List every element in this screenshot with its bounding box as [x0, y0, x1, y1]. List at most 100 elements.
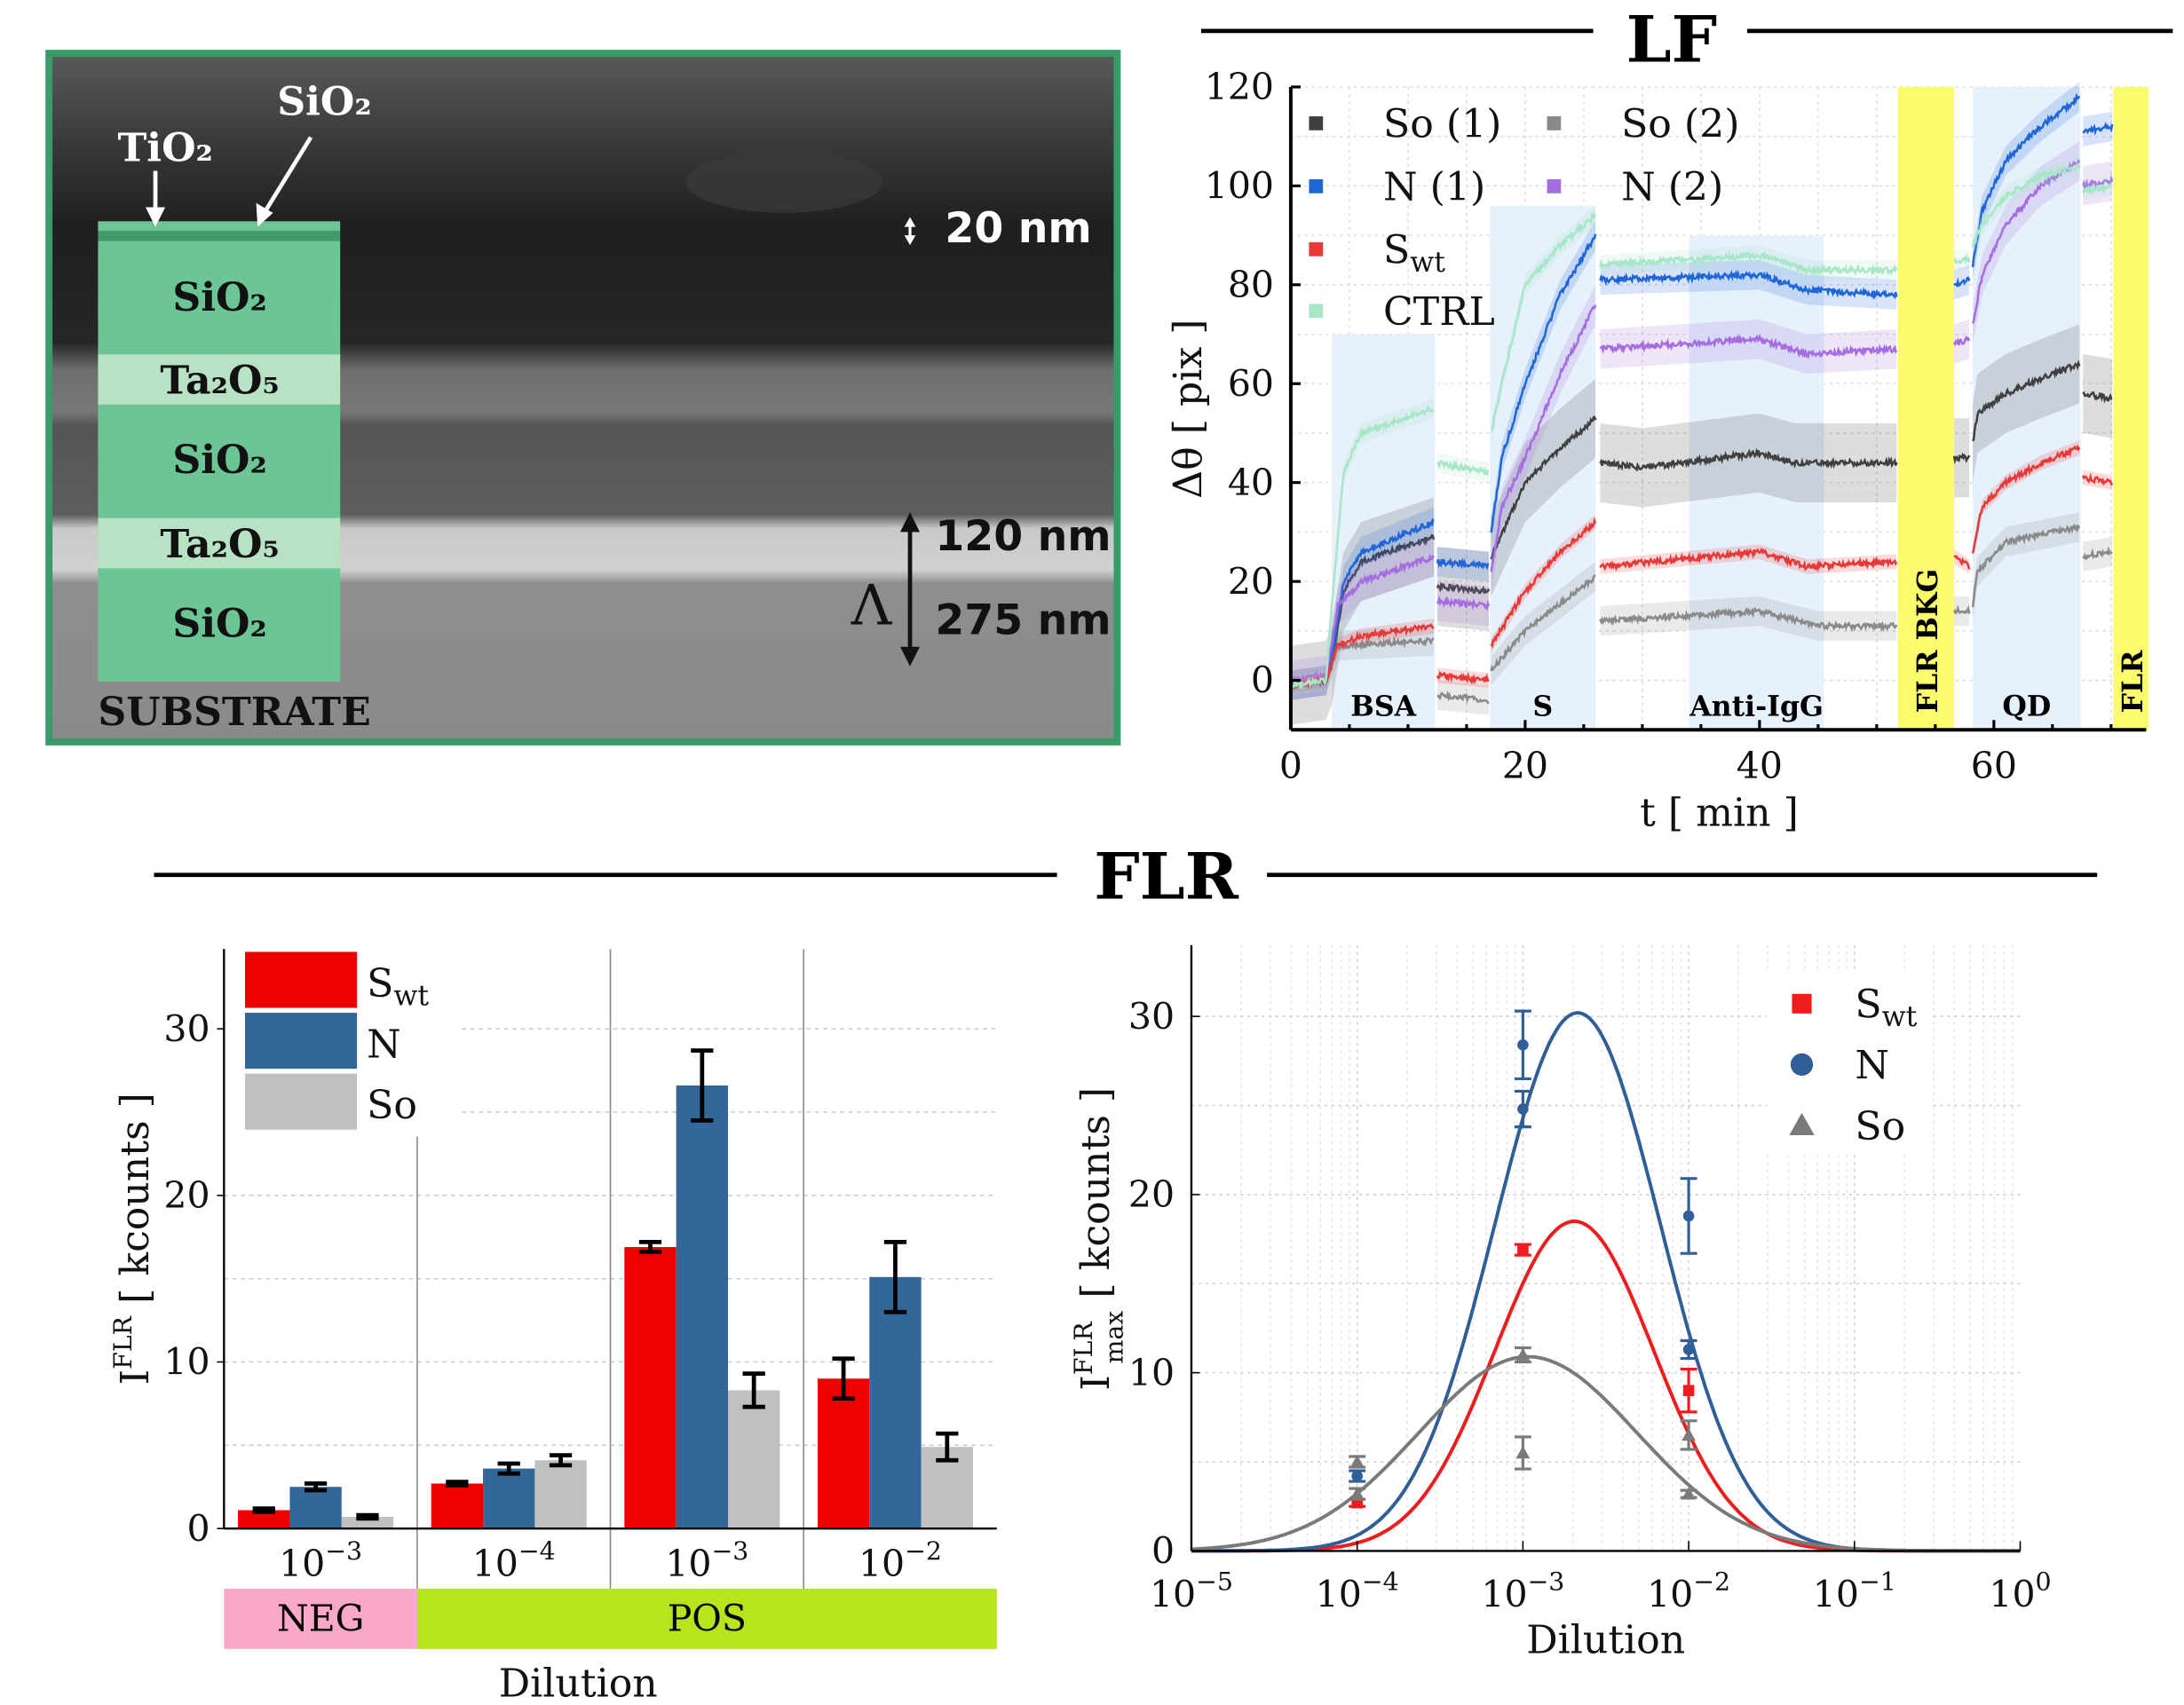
label-text: CTRL	[1383, 289, 1495, 335]
tick-base: 10	[665, 1543, 711, 1585]
series-line	[1436, 595, 1491, 612]
legend-item: N (1)	[1309, 165, 1485, 210]
series-line	[1971, 359, 2081, 442]
lf-header: LF	[1201, 3, 2173, 78]
y-axis-label: IFLR [ kcounts ]	[108, 1093, 158, 1385]
y-tick-label: 30	[1128, 995, 1175, 1038]
series-line	[1599, 606, 1898, 633]
layer-label: SiO₂	[172, 602, 266, 647]
legend-item: So (1)	[1309, 102, 1501, 147]
legend-label: So	[1855, 1104, 1905, 1149]
group-label: POS	[668, 1597, 747, 1639]
series-so-2-	[1290, 512, 2113, 715]
region-label: BSA	[1350, 690, 1416, 722]
legend-label: Swt	[1855, 983, 1917, 1033]
x-tick-label: 10−5	[1150, 1567, 1233, 1616]
tick-exponent: −3	[325, 1536, 362, 1566]
confidence-band	[1491, 378, 1596, 596]
bar	[238, 1510, 290, 1529]
x-tick-label: 10−3	[665, 1536, 748, 1585]
legend-marker	[1547, 116, 1562, 130]
ta2o5-thickness: 120 nm	[935, 512, 1111, 561]
sem-panel: SiO₂ Ta₂O₅ SiO₂ Ta₂O₅ SiO₂ SUBSTRATE TiO…	[45, 50, 1121, 746]
confidence-band	[1600, 319, 1897, 375]
y-tick-label: 20	[1228, 560, 1274, 603]
tick-base: 10	[859, 1543, 905, 1585]
series-line	[1952, 604, 1971, 615]
series-line	[2082, 122, 2114, 137]
series-line	[1971, 92, 2081, 267]
legend-label: So (2)	[1621, 102, 1739, 147]
tick-base: 10	[1813, 1573, 1859, 1615]
legend-marker	[1309, 179, 1324, 193]
tick-exponent: 0	[2036, 1567, 2052, 1597]
legend-label: N	[367, 1022, 401, 1068]
layer-label: Ta₂O₅	[160, 522, 279, 567]
period-symbol: Λ	[851, 572, 893, 637]
label-subscript: wt	[393, 980, 429, 1012]
arrow-icon	[146, 136, 313, 227]
layer-label: SiO₂	[172, 438, 266, 483]
series-line	[1599, 269, 1898, 300]
layer-sio2-1	[98, 241, 341, 355]
x-tick-label: 40	[1737, 745, 1783, 787]
confidence-band	[1973, 512, 2080, 621]
tick-exponent: −4	[1362, 1567, 1399, 1597]
series-line	[1971, 162, 2081, 248]
legend-item: So	[1789, 1104, 1905, 1149]
legend-item: So	[244, 1073, 417, 1130]
group-band-neg	[224, 1588, 417, 1649]
series-line	[2081, 472, 2114, 486]
legend-marker	[1309, 241, 1324, 257]
confidence-band	[1491, 284, 1596, 592]
region-label: FLR BKG	[1911, 569, 1944, 714]
group-label: NEG	[277, 1597, 365, 1639]
bar	[483, 1468, 535, 1529]
region-label: QD	[2002, 690, 2051, 722]
series-line	[2082, 545, 2113, 561]
data-point	[1682, 1428, 1696, 1441]
series-swt	[1191, 1220, 2021, 1553]
series-line	[1490, 415, 1597, 560]
bar	[431, 1483, 484, 1529]
label-subscript: wt	[1882, 1001, 1918, 1033]
label-text: So	[367, 1083, 417, 1128]
error-bar	[883, 1240, 907, 1314]
y-tick-label: 40	[1228, 462, 1274, 504]
data-point	[1351, 1470, 1363, 1482]
group-band-pos	[416, 1588, 997, 1649]
region-label: Anti-IgG	[1689, 690, 1824, 722]
label-text: N (2)	[1621, 165, 1723, 210]
series-line	[1289, 553, 1435, 686]
series-line	[1599, 250, 1898, 278]
label-text: N	[367, 1022, 401, 1068]
series-line	[1599, 447, 1898, 472]
tick-base: 10	[1989, 1573, 2035, 1615]
data-point	[1349, 1487, 1365, 1500]
legend-marker	[1309, 116, 1324, 130]
data-point	[1517, 1103, 1529, 1115]
bar	[341, 1517, 394, 1529]
error-bar	[638, 1240, 662, 1255]
legend-marker	[1789, 1112, 1815, 1136]
series-line	[1436, 556, 1490, 571]
legend-item: So (2)	[1547, 102, 1739, 147]
bar	[869, 1276, 922, 1529]
layer-tio2	[98, 221, 341, 232]
region-label: S	[1532, 690, 1553, 722]
error-bar	[742, 1371, 765, 1409]
series-ctrl	[1290, 155, 2113, 696]
tick-exponent: −5	[1196, 1567, 1233, 1597]
x-tick-label: 10−3	[1481, 1567, 1564, 1616]
label-text: So (2)	[1621, 102, 1739, 147]
flr-title: FLR	[1094, 840, 1238, 915]
series-line	[1953, 555, 1971, 570]
confidence-band	[1600, 259, 1897, 310]
label-text: So	[1855, 1104, 1905, 1149]
tick-base: 10	[1316, 1573, 1362, 1615]
confidence-band	[1973, 141, 2080, 344]
legend: Swt N So	[244, 951, 429, 1130]
series-line	[1436, 581, 1491, 596]
layer-sio2-thin	[98, 231, 341, 241]
